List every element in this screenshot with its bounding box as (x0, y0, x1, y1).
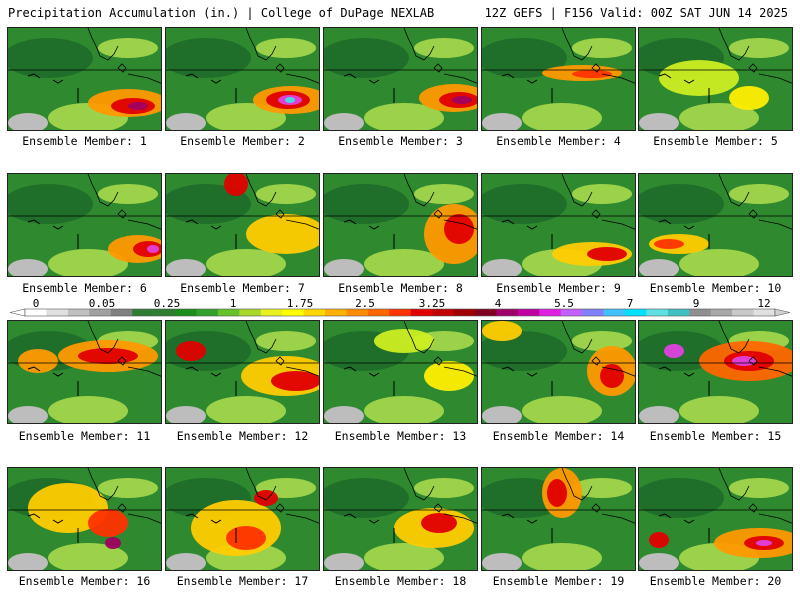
ensemble-member-label: Ensemble Member: 1 (22, 134, 147, 148)
ensemble-member-map (165, 320, 320, 424)
ensemble-member-label: Ensemble Member: 6 (22, 281, 147, 295)
ensemble-member-map (165, 467, 320, 571)
colorbar-tick-label: 1 (229, 297, 237, 310)
ensemble-member-label: Ensemble Member: 11 (18, 429, 151, 443)
ensemble-member-label: Ensemble Member: 18 (334, 574, 467, 588)
ensemble-member-label: Ensemble Member: 10 (649, 281, 782, 295)
colorbar-tick-label: 2.5 (355, 297, 375, 310)
ensemble-member-label: Ensemble Member: 9 (496, 281, 621, 295)
ensemble-member-label: Ensemble Member: 8 (338, 281, 463, 295)
ensemble-member-map (323, 173, 478, 277)
colorbar-tick-label: 12 (757, 297, 771, 310)
ensemble-member-map (323, 27, 478, 131)
ensemble-member-map (7, 320, 162, 424)
ensemble-member-map (165, 27, 320, 131)
ensemble-member-label: Ensemble Member: 7 (180, 281, 305, 295)
ensemble-member-label: Ensemble Member: 5 (653, 134, 778, 148)
ensemble-member-label: Ensemble Member: 3 (338, 134, 463, 148)
map-title: Precipitation Accumulation (in.) | Colle… (8, 6, 435, 20)
ensemble-member-map (638, 320, 793, 424)
ensemble-member-label: Ensemble Member: 19 (492, 574, 625, 588)
ensemble-member-map (638, 27, 793, 131)
ensemble-member-map (638, 467, 793, 571)
colorbar-tick-label: 0.05 (88, 297, 116, 310)
ensemble-member-label: Ensemble Member: 14 (492, 429, 625, 443)
ensemble-member-map (165, 173, 320, 277)
ensemble-member-map (481, 27, 636, 131)
ensemble-member-map (481, 467, 636, 571)
ensemble-member-map (323, 467, 478, 571)
ensemble-member-label: Ensemble Member: 16 (18, 574, 151, 588)
ensemble-member-map (323, 320, 478, 424)
model-run-info: 12Z GEFS | F156 Valid: 00Z SAT JUN 14 20… (484, 6, 788, 20)
ensemble-member-label: Ensemble Member: 12 (176, 429, 309, 443)
ensemble-member-label: Ensemble Member: 17 (176, 574, 309, 588)
ensemble-member-label: Ensemble Member: 13 (334, 429, 467, 443)
ensemble-member-map (638, 173, 793, 277)
ensemble-member-label: Ensemble Member: 20 (649, 574, 782, 588)
ensemble-member-map (481, 320, 636, 424)
ensemble-member-map (481, 173, 636, 277)
colorbar-tick-label: 9 (692, 297, 700, 310)
colorbar-tick-label: 1.75 (286, 297, 314, 310)
ensemble-member-map (7, 173, 162, 277)
colorbar-tick-label: 7 (626, 297, 634, 310)
ensemble-member-map (7, 467, 162, 571)
colorbar-tick-label: 3.25 (418, 297, 446, 310)
colorbar-tick-label: 0.25 (153, 297, 181, 310)
ensemble-member-label: Ensemble Member: 4 (496, 134, 621, 148)
colorbar-tick-label: 5.5 (554, 297, 574, 310)
colorbar-tick-label: 0 (32, 297, 40, 310)
ensemble-member-map (7, 27, 162, 131)
precipitation-colorbar (9, 308, 791, 317)
colorbar-tick-label: 4 (494, 297, 502, 310)
ensemble-member-label: Ensemble Member: 15 (649, 429, 782, 443)
ensemble-member-label: Ensemble Member: 2 (180, 134, 305, 148)
